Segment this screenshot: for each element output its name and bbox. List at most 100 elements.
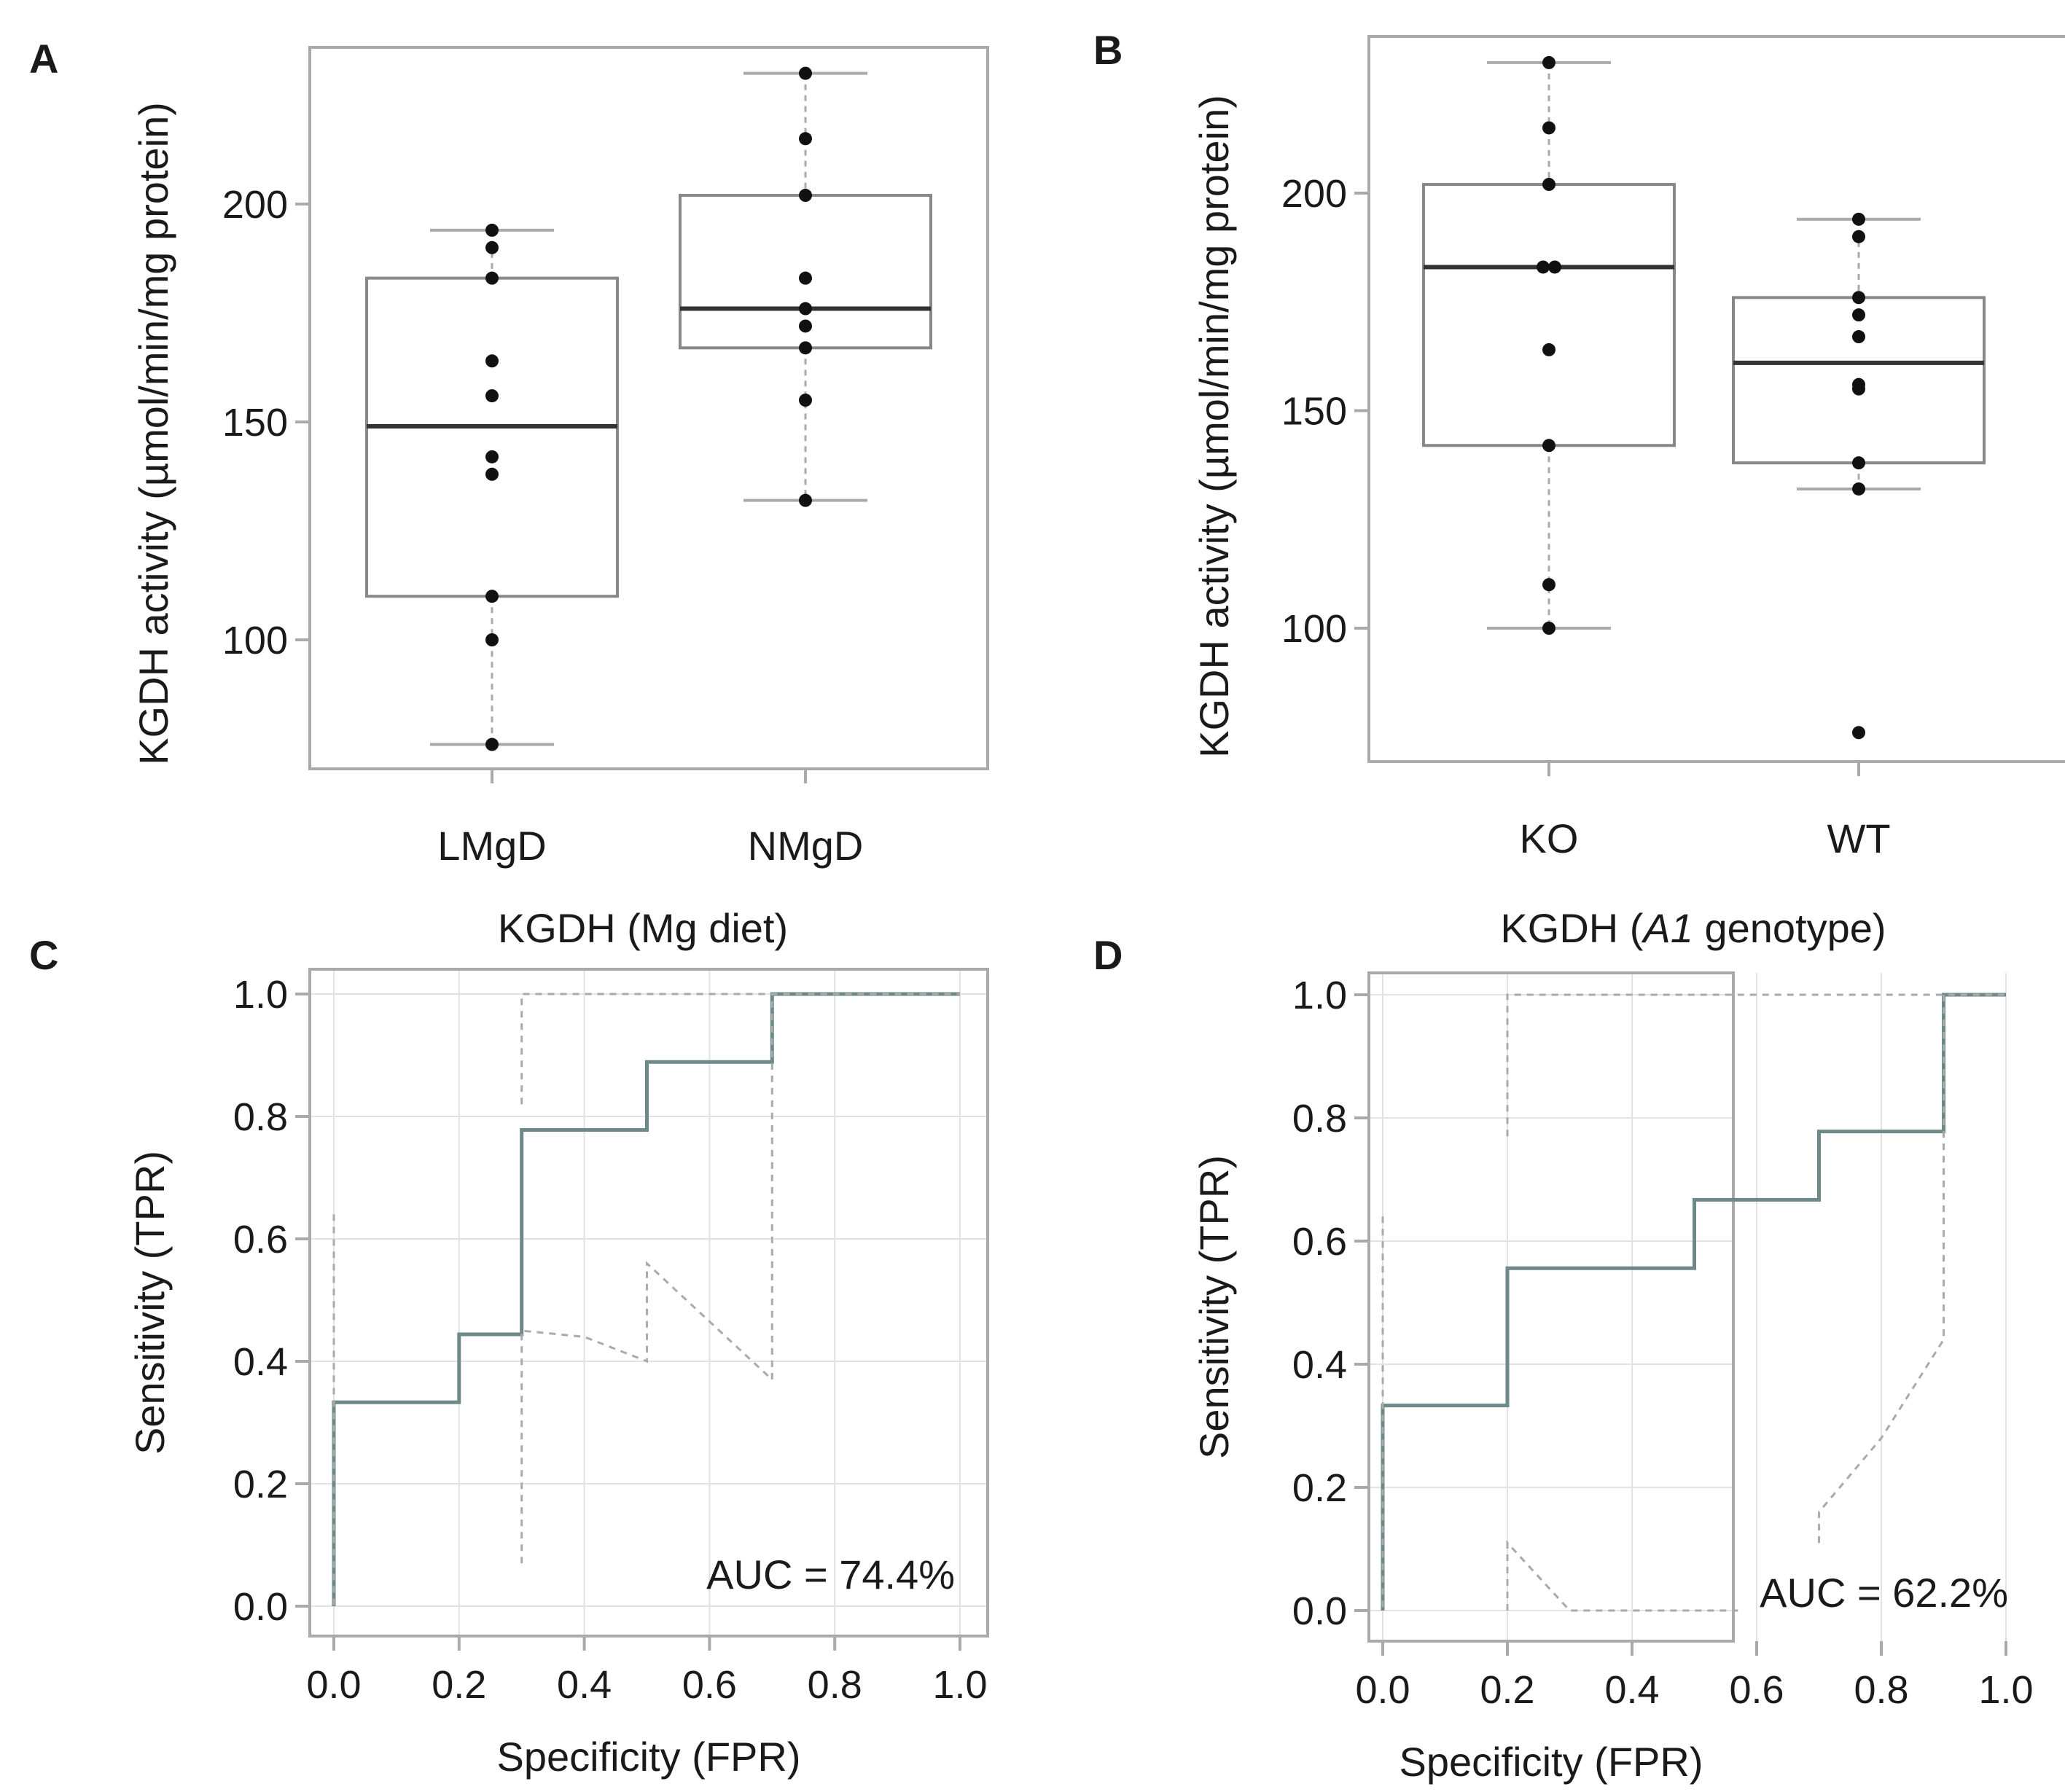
category-label: LMgD	[437, 823, 546, 869]
x-tick-label: 1.0	[1978, 1668, 2033, 1712]
ci-bound-line	[1506, 993, 2006, 1137]
x-tick-label: 0.6	[1729, 1668, 1784, 1712]
y-tick-label: 1.0	[233, 973, 288, 1017]
x-axis-label: Specificity (FPR)	[497, 1734, 801, 1780]
box-ko: KO	[1422, 60, 1676, 861]
data-point	[1852, 230, 1865, 243]
panel-label: B	[1093, 27, 1123, 73]
ci-bound-line	[1818, 995, 1945, 1543]
data-point	[1852, 482, 1865, 496]
data-point	[799, 132, 812, 146]
data-point	[799, 271, 812, 285]
data-point	[799, 493, 812, 507]
data-point	[1542, 121, 1555, 135]
data-point	[1537, 260, 1550, 274]
y-tick-label: 0.6	[233, 1218, 288, 1261]
roc-curve	[1381, 993, 2006, 1611]
panel-label: C	[29, 932, 58, 978]
y-tick-label: 0.8	[1292, 1097, 1347, 1140]
plot-frame	[1367, 35, 2065, 763]
data-point	[485, 354, 499, 368]
panel-b: B 100 150 200 KGDH activity (µmol/min/mg pro…	[1093, 27, 2065, 861]
y-tick-label: 200	[222, 183, 288, 227]
data-point	[799, 341, 812, 355]
data-point	[485, 633, 499, 646]
panel-d: D 0.0 0.2 0.4 0.6 0.8 1.0 0.0 0.2 0.4 0.6 0.8 1.0 Spe…	[1093, 905, 2034, 1785]
chart-title-part: KGDH (	[1500, 905, 1643, 951]
y-axis-label: Sensitivity (TPR)	[127, 1151, 173, 1455]
panel-a: A 100 150 200 KGDH activity (µmol/min/mg pro…	[29, 36, 989, 869]
data-point	[485, 223, 499, 237]
y-tick-label: 150	[1281, 390, 1347, 434]
x-tick-label: 0.8	[808, 1663, 862, 1707]
x-tick-label: 0.6	[682, 1663, 737, 1707]
y-tick-label: 0.2	[1292, 1466, 1347, 1510]
y-tick-label: 100	[222, 619, 288, 662]
y-tick-label: 100	[1281, 607, 1347, 651]
data-point	[485, 389, 499, 403]
data-point	[1542, 178, 1555, 192]
data-point	[1852, 726, 1865, 740]
data-point	[799, 66, 812, 80]
chart-title-part: A1	[1641, 905, 1693, 951]
data-point	[485, 450, 499, 463]
data-point	[1548, 260, 1561, 274]
box-iqr	[365, 276, 619, 598]
y-tick-label: 200	[1281, 172, 1347, 216]
plot-frame	[308, 46, 989, 770]
ci-bound-line	[520, 994, 773, 1564]
plot-frame	[308, 968, 989, 1638]
data-point	[1852, 212, 1865, 226]
x-tick-label: 0.4	[1604, 1668, 1659, 1712]
data-point	[1542, 578, 1555, 592]
data-point	[799, 189, 812, 203]
panel-label: D	[1093, 932, 1123, 978]
chart-title-part: genotype)	[1693, 905, 1886, 951]
chart-title: KGDH (Mg diet)	[498, 905, 788, 951]
y-tick-label: 0.0	[1292, 1589, 1347, 1633]
ci-bound-line	[520, 993, 960, 1105]
x-tick-label: 1.0	[932, 1663, 987, 1707]
panel-c: C 0.0 0.2 0.4 0.6 0.8 1.0 0.0 0.2 0.4 0.6 0.8 1.0 Spe…	[29, 905, 989, 1780]
data-point	[485, 467, 499, 481]
y-tick-label: 0.4	[233, 1340, 288, 1384]
x-tick-label: 0.2	[1480, 1668, 1534, 1712]
data-point	[1542, 343, 1555, 356]
y-tick-label: 1.0	[1292, 974, 1347, 1017]
y-axis-label: KGDH activity (µmol/min/mg protein)	[130, 102, 176, 765]
box-iqr	[1422, 183, 1676, 447]
data-point	[1852, 308, 1865, 322]
ci-bound-line	[1506, 1540, 1738, 1612]
data-point	[1542, 439, 1555, 453]
data-point	[485, 737, 499, 751]
y-axis-label: KGDH activity (µmol/min/mg protein)	[1191, 95, 1237, 758]
category-label: WT	[1827, 815, 1890, 861]
y-tick-label: 0.0	[233, 1585, 288, 1629]
chart-title: KGDH (A1 genotype)	[1500, 905, 1886, 951]
y-tick-label: 0.8	[233, 1095, 288, 1139]
x-tick-label: 0.2	[432, 1663, 486, 1707]
data-point	[1852, 291, 1865, 305]
data-point	[799, 302, 812, 316]
auc-annotation: AUC = 62.2%	[1760, 1570, 2008, 1616]
data-point	[799, 319, 812, 333]
box-lmgd: LMgD	[365, 228, 619, 869]
plot-frame	[1367, 971, 1735, 1643]
data-point	[799, 394, 812, 407]
data-point	[485, 590, 499, 603]
data-point	[1542, 622, 1555, 635]
data-point	[1852, 330, 1865, 344]
y-tick-label: 0.4	[1292, 1343, 1347, 1387]
category-label: NMgD	[748, 823, 864, 869]
x-tick-label: 0.8	[1854, 1668, 1908, 1712]
x-tick-label: 0.0	[306, 1663, 361, 1707]
data-point	[1542, 55, 1555, 69]
x-tick-label: 0.4	[557, 1663, 612, 1707]
category-label: KO	[1520, 815, 1579, 861]
y-axis-label: Sensitivity (TPR)	[1191, 1155, 1237, 1459]
data-point	[485, 271, 499, 285]
data-point	[1852, 382, 1865, 396]
data-point	[485, 240, 499, 254]
y-tick-label: 150	[222, 401, 288, 445]
